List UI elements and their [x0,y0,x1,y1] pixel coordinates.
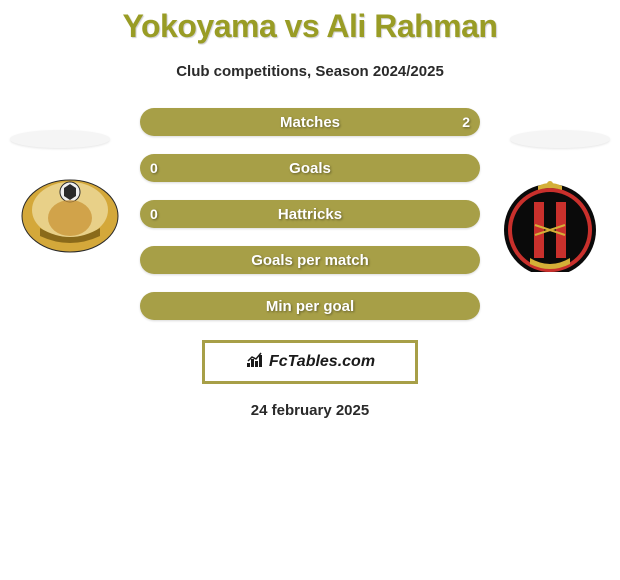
stat-row-goals: 0 Goals [0,154,620,182]
stat-value-left: 0 [150,206,158,222]
stat-bar: Matches 2 [140,108,480,136]
stat-label: Min per goal [266,298,354,315]
stat-row-matches: Matches 2 [0,108,620,136]
stat-label: Matches [280,114,340,131]
stat-bar: Min per goal [140,292,480,320]
date-text: 24 february 2025 [0,402,620,419]
stat-row-hattricks: 0 Hattricks [0,200,620,228]
stat-label: Goals [289,160,331,177]
brand-text: FcTables.com [245,351,375,374]
stat-row-goals-per-match: Goals per match [0,246,620,274]
stat-bar: Goals per match [140,246,480,274]
stat-value-right: 2 [462,114,470,130]
page-title: Yokoyama vs Ali Rahman [0,0,620,45]
stat-label: Hattricks [278,206,342,223]
stat-bar: 0 Goals [140,154,480,182]
stat-bar: 0 Hattricks [140,200,480,228]
subtitle: Club competitions, Season 2024/2025 [0,63,620,80]
stat-label: Goals per match [251,252,369,269]
stat-row-min-per-goal: Min per goal [0,292,620,320]
brand-label: FcTables.com [269,353,375,371]
chart-icon [245,351,267,374]
brand-box: FcTables.com [202,340,418,384]
stat-value-left: 0 [150,160,158,176]
